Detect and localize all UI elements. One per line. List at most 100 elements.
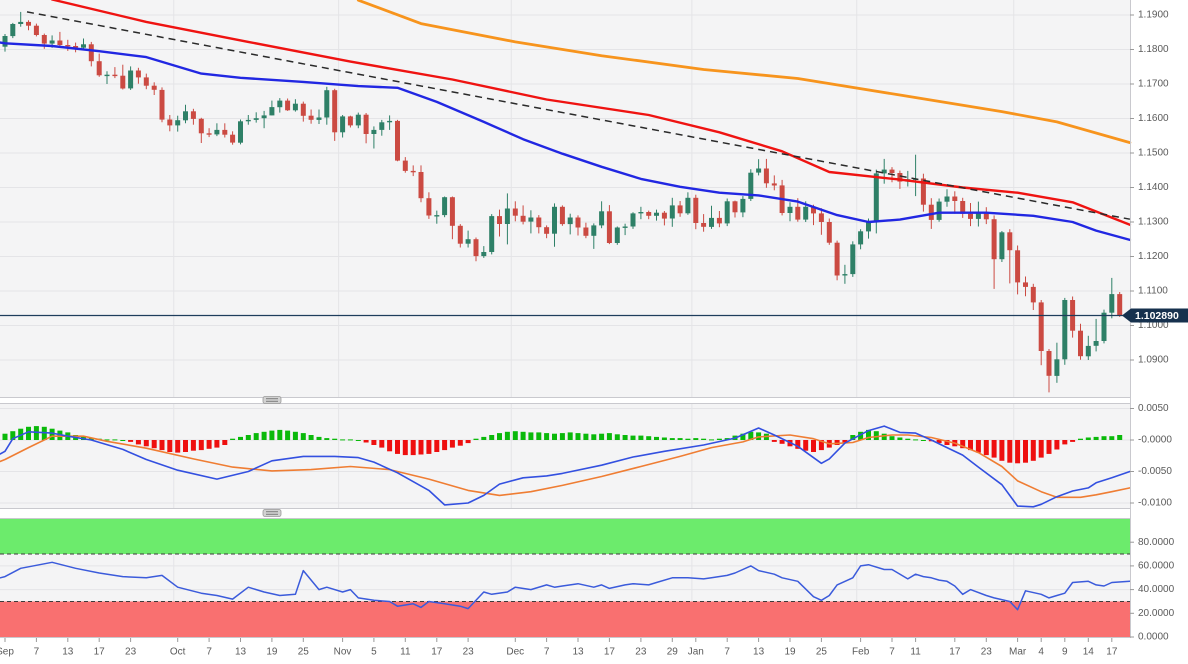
candle <box>363 114 369 134</box>
candle <box>10 24 16 37</box>
candle <box>379 122 385 130</box>
time-tick-label: 7 <box>544 647 550 658</box>
time-axis[interactable]: Sep 7 13 17 23 Oct 7 13 19 25 Nov 5 11 17 23 Dec 7 13 17 23… <box>0 638 1118 658</box>
macd-histogram-bar <box>889 436 895 440</box>
macd-histogram-bar <box>285 430 291 441</box>
candle <box>167 119 173 126</box>
candle <box>811 206 816 214</box>
macd-histogram-bar <box>473 438 479 440</box>
macd-histogram-bar <box>779 440 785 444</box>
macd-histogram-bar <box>159 440 165 451</box>
candle <box>371 129 377 134</box>
candle <box>732 201 738 213</box>
candle <box>112 74 118 77</box>
time-tick-label: Dec <box>506 647 524 658</box>
macd-histogram-bar <box>347 439 353 441</box>
macd-histogram-bar <box>1093 436 1099 440</box>
candle <box>442 197 448 216</box>
macd-histogram-bar <box>340 439 346 441</box>
time-tick-label: 23 <box>463 647 475 658</box>
macd-histogram-bar <box>881 433 887 440</box>
candle <box>787 206 793 213</box>
candle <box>269 107 275 116</box>
rsi-tick-label: 0.0000 <box>1138 632 1169 643</box>
macd-histogram-bar <box>214 440 220 448</box>
macd-histogram-bar <box>638 435 644 440</box>
macd-histogram-bar <box>559 433 565 440</box>
panel-resize-handle-macd[interactable] <box>262 396 282 404</box>
macd-histogram-bar <box>677 438 683 440</box>
candle <box>277 100 283 108</box>
price-axis[interactable]: 1.1900 1.1800 1.1700 1.1600 1.1500 1.1400 1.13… <box>1122 0 1188 643</box>
macd-histogram-bar <box>402 440 408 456</box>
candle <box>504 208 510 224</box>
time-tick-label: 13 <box>753 647 765 658</box>
candle <box>897 173 903 182</box>
candle <box>1038 302 1044 351</box>
candle <box>245 119 251 122</box>
macd-histogram-bar <box>606 433 612 440</box>
macd-histogram-bar <box>748 431 754 440</box>
macd-histogram-bar <box>104 439 110 441</box>
time-tick-label: Jan <box>688 647 704 658</box>
candle <box>2 36 8 47</box>
candle <box>520 215 526 222</box>
panel-resize-handle-rsi[interactable] <box>262 509 282 517</box>
candle <box>936 201 942 220</box>
main-price-panel[interactable] <box>0 0 1132 398</box>
macd-histogram-bar <box>1078 438 1083 440</box>
price-tick-label: 1.1800 <box>1138 44 1169 55</box>
candle <box>347 116 353 126</box>
macd-panel[interactable] <box>0 403 1131 509</box>
macd-histogram-bar <box>897 437 903 440</box>
macd-histogram-bar <box>536 432 542 440</box>
candle <box>701 223 707 227</box>
panel-resize-handles[interactable] <box>262 396 282 517</box>
candle <box>190 111 196 119</box>
candle <box>285 100 291 111</box>
macd-histogram-bar <box>481 436 487 440</box>
candle <box>418 172 424 199</box>
macd-histogram-bar <box>850 435 856 440</box>
time-tick-label: 19 <box>266 647 278 658</box>
candle <box>1023 282 1028 287</box>
time-tick-label: Mar <box>1009 647 1027 658</box>
macd-histogram-bar <box>701 438 707 440</box>
candle <box>928 204 934 220</box>
candle <box>340 116 346 133</box>
macd-histogram-bar <box>151 440 157 449</box>
candle <box>473 239 479 257</box>
macd-histogram-bar <box>190 440 196 451</box>
macd-histogram-bar <box>983 440 989 456</box>
candle <box>292 103 298 111</box>
macd-histogram-bar <box>834 440 840 445</box>
candle <box>1093 341 1099 346</box>
macd-histogram-bar <box>277 429 283 440</box>
macd-histogram-bar <box>379 440 385 448</box>
macd-histogram-bar <box>1070 440 1076 442</box>
time-tick-label: 19 <box>784 647 796 658</box>
candle <box>795 206 801 220</box>
overbought-band <box>0 518 1130 554</box>
macd-histogram-bar <box>261 431 267 440</box>
candle <box>567 217 573 225</box>
macd-histogram-bar <box>709 439 714 441</box>
candle <box>73 46 79 48</box>
candle <box>850 244 856 275</box>
macd-histogram-bar <box>1117 435 1123 440</box>
candle <box>920 178 926 205</box>
candle <box>983 212 989 220</box>
macd-histogram-bar <box>457 440 463 446</box>
rsi-line <box>0 561 1131 611</box>
candle <box>552 206 557 234</box>
macd-histogram-bar <box>26 426 31 440</box>
macd-histogram-bar <box>1109 436 1115 440</box>
time-tick-label: 23 <box>981 647 993 658</box>
price-tick-label: 1.1700 <box>1138 79 1169 90</box>
candle <box>143 77 149 86</box>
macd-tick-label: -0.0050 <box>1138 466 1172 477</box>
rsi-panel[interactable] <box>0 518 1131 638</box>
time-tick-label: 23 <box>635 647 647 658</box>
candle <box>944 196 950 202</box>
